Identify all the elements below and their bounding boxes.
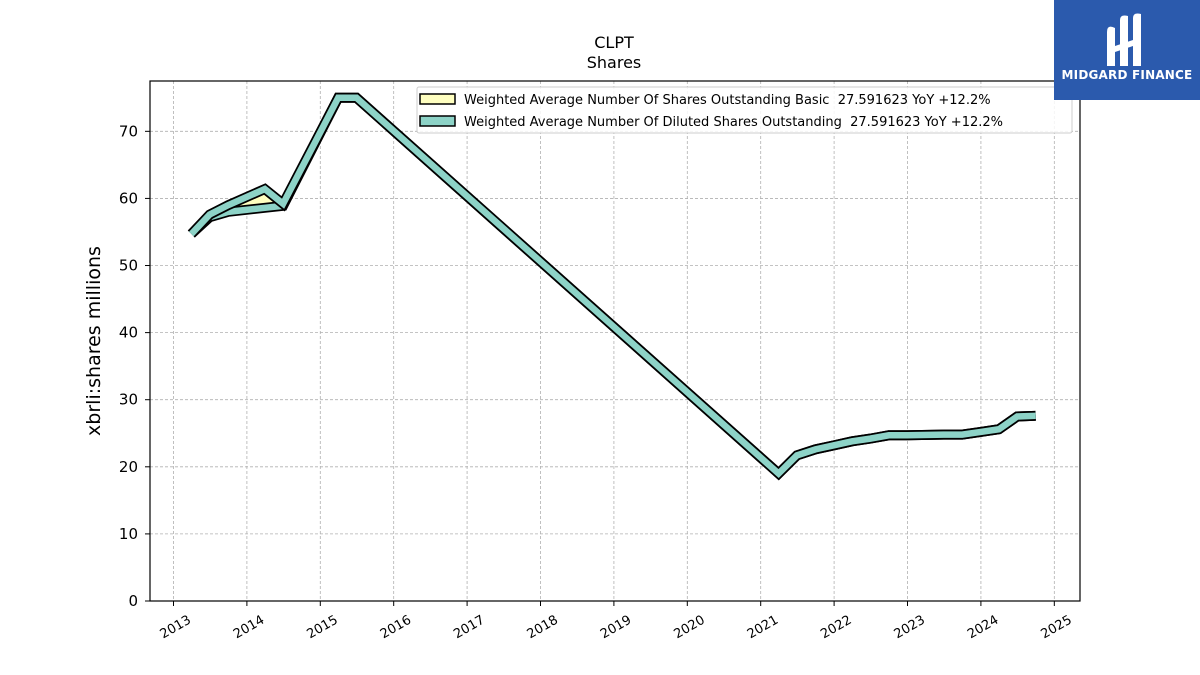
x-tick-label: 2017 (451, 613, 487, 643)
x-tick-label: 2019 (598, 613, 634, 643)
x-tick-label: 2024 (965, 613, 1001, 643)
x-tick-label: 2022 (818, 613, 854, 643)
x-tick-label: 2023 (892, 613, 928, 643)
chart-subtitle: Shares (587, 53, 642, 72)
series-areas (187, 92, 1036, 481)
legend-swatch-diluted (419, 115, 456, 127)
legend-label-basic: Weighted Average Number Of Shares Outsta… (464, 93, 991, 108)
x-tick-label: 2013 (158, 613, 194, 643)
diluted-series-line (189, 94, 1036, 478)
y-tick-label: 50 (119, 257, 138, 275)
y-tick-label: 40 (119, 324, 138, 342)
chart-title: CLPT (594, 33, 634, 52)
y-tick-label: 30 (119, 391, 138, 409)
y-tick-label: 0 (128, 592, 138, 610)
y-tick-label: 70 (119, 122, 138, 140)
x-tick-label: 2025 (1038, 613, 1074, 643)
x-tick-label: 2020 (671, 613, 707, 643)
logo-mark-icon (1107, 13, 1141, 67)
grid-lines (150, 81, 1080, 602)
legend-swatch-basic (419, 93, 456, 105)
x-tick-label: 2021 (745, 613, 781, 643)
midgard-finance-logo: MIDGARD FINANCE (1054, 0, 1200, 100)
legend-box (416, 86, 1073, 134)
y-tick-label: 60 (119, 189, 138, 207)
x-tick-label: 2018 (525, 613, 561, 643)
y-tick-label: 20 (119, 458, 138, 476)
x-tick-label: 2016 (378, 613, 414, 643)
x-tick-label: 2015 (304, 613, 340, 643)
plot-frame (149, 80, 1081, 602)
legend: Weighted Average Number Of Shares Outsta… (416, 86, 1073, 134)
logo-text: MIDGARD FINANCE (1061, 68, 1193, 82)
y-axis-label: xbrli:shares millions (83, 246, 105, 436)
legend-label-diluted: Weighted Average Number Of Diluted Share… (464, 115, 1003, 130)
y-tick-label: 10 (119, 525, 138, 543)
x-tick-label: 2014 (231, 613, 267, 643)
